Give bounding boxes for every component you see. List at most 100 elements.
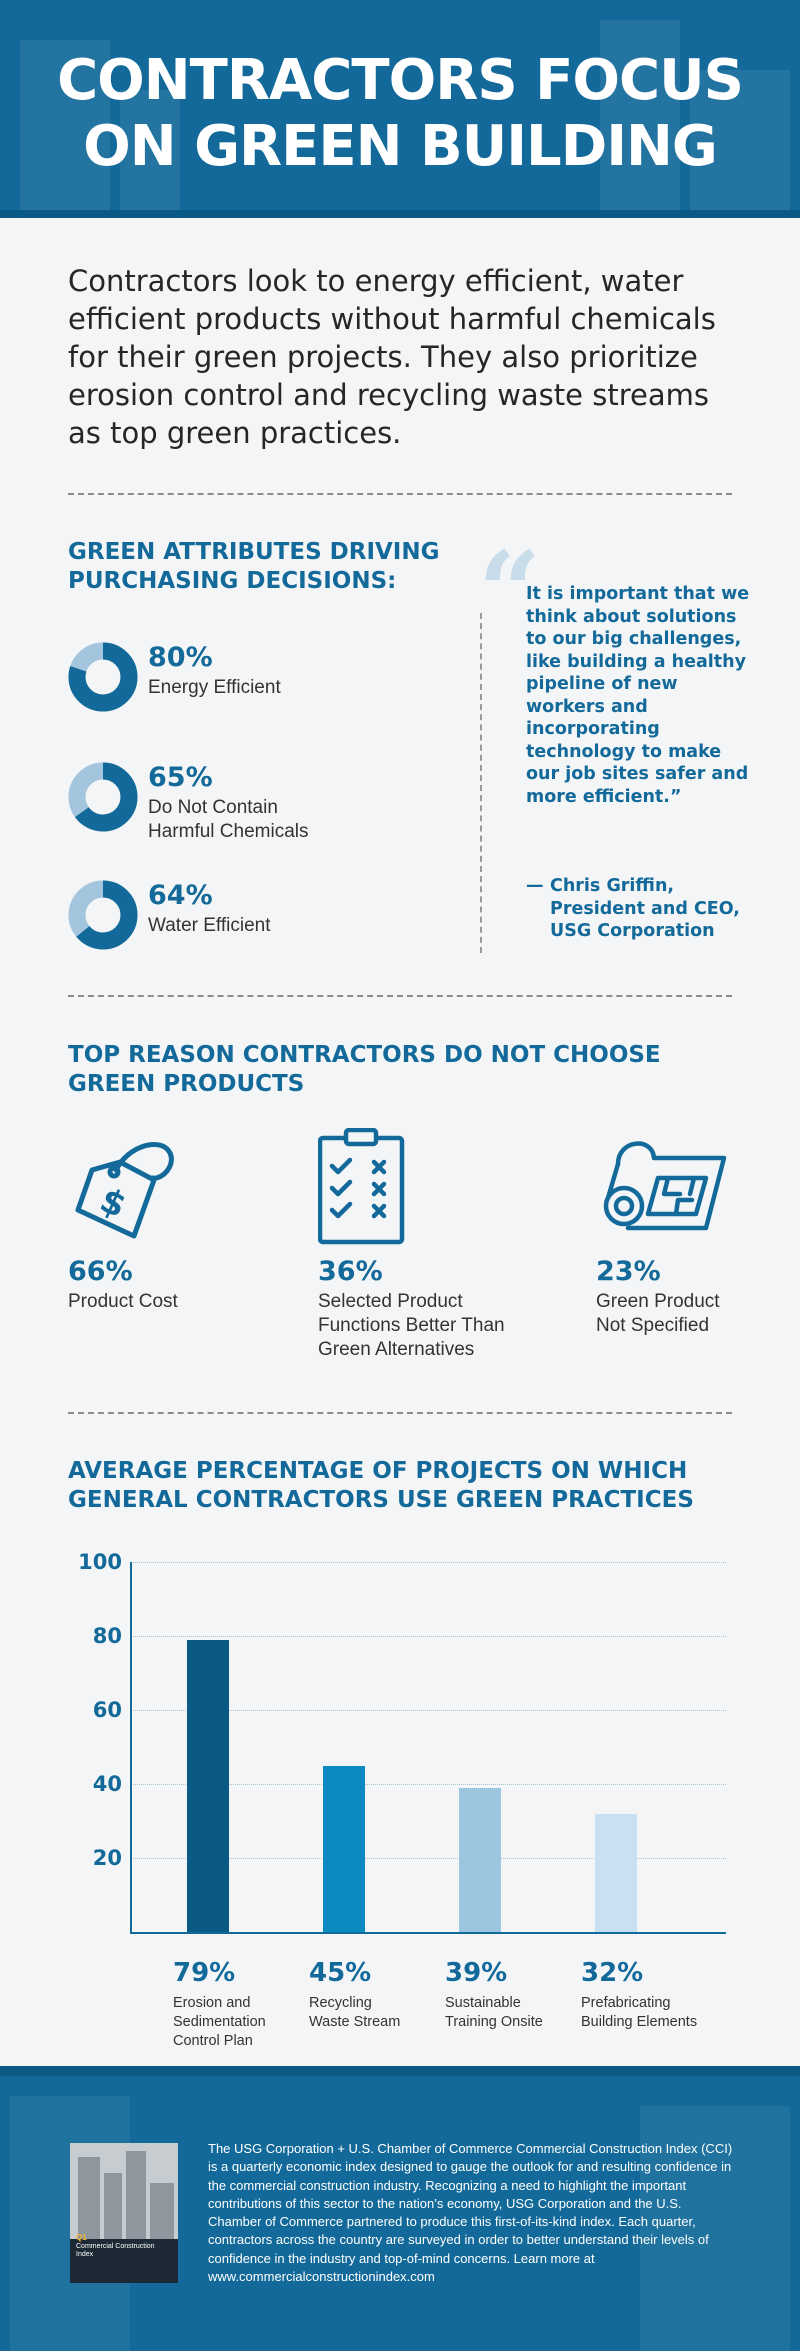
donut-chart-icon [68, 762, 138, 832]
attribute-label: Water Efficient [148, 915, 271, 936]
bar-category-label: Recycling Waste Stream [309, 1994, 449, 2032]
donut-fill [68, 642, 138, 712]
background-building [600, 20, 680, 218]
bar-value-label: 32% [581, 1958, 644, 1988]
bar-category-label-line: Erosion and [173, 1995, 251, 2011]
quote-author-org: USG Corporation [550, 921, 715, 941]
footer: Q1 Commercial Construction Index The USG… [0, 2066, 800, 2351]
attribute-percent: 64% [148, 880, 213, 911]
reasons-title-line1: TOP REASON CONTRACTORS DO NOT CHOOSE [68, 1042, 661, 1068]
donut-fill [68, 880, 138, 950]
y-axis [130, 1562, 132, 1932]
attributes-title-line1: GREEN ATTRIBUTES DRIVING [68, 539, 440, 565]
bar-category-label-line: Sustainable [445, 1995, 521, 2011]
quote-author: — Chris Griffin, President and CEO, USG … [526, 875, 756, 943]
attribute-percent: 80% [148, 642, 213, 673]
attributes-title-line2: PURCHASING DECISIONS: [68, 568, 397, 594]
bar-category-label-line: Waste Stream [309, 2014, 401, 2030]
y-tick-label: 100 [78, 1550, 122, 1574]
bar-category-label-line: Training Onsite [445, 2014, 543, 2030]
quote-block: “ It is important that we think about so… [478, 537, 749, 955]
reason-percent: 36% [318, 1256, 383, 1287]
report-number: Q1 [76, 2233, 87, 2242]
background-building [690, 70, 790, 218]
report-building [126, 2151, 146, 2239]
page-title-line2: ON GREEN BUILDING [83, 114, 718, 179]
attribute-stat: 65% Do Not Contain Harmful Chemicals [66, 760, 396, 842]
y-tick-label: 40 [92, 1772, 122, 1796]
reasons-title: TOP REASON CONTRACTORS DO NOT CHOOSE GRE… [68, 1041, 748, 1099]
attribute-label: Energy Efficient [148, 677, 281, 698]
y-tick-label: 80 [92, 1624, 122, 1648]
donut-fill [68, 762, 138, 832]
footer-stripe [0, 2066, 800, 2076]
price-tag-icon: $ [75, 1142, 174, 1239]
bar-category-label: Prefabricating Building Elements [581, 1994, 721, 2032]
reason-percent: 66% [68, 1256, 133, 1287]
attribute-stat: 80% Energy Efficient [66, 640, 396, 714]
reason-item: $ 66% Product Cost [68, 1128, 308, 1348]
quote-author-name: Chris Griffin, [550, 876, 675, 896]
section-divider [68, 493, 732, 495]
reason-item: 36% Selected Product Functions Better Th… [318, 1128, 558, 1368]
background-building [640, 2106, 790, 2351]
intro-text: Contractors look to energy efficient, wa… [68, 264, 716, 450]
bar-category-label: Sustainable Training Onsite [445, 1994, 585, 2032]
bar-category-label-line: Sedimentation [173, 2014, 266, 2030]
practices-title: AVERAGE PERCENTAGE OF PROJECTS ON WHICH … [68, 1457, 768, 1515]
quote-author-dash: — [526, 876, 544, 896]
report-building [150, 2183, 174, 2239]
practices-title-line1: AVERAGE PERCENTAGE OF PROJECTS ON WHICH [68, 1458, 688, 1484]
header-stripe [0, 210, 800, 218]
quote-text: It is important that we think about solu… [526, 584, 750, 807]
reason-item: 23% Green Product Not Specified [596, 1128, 800, 1348]
quote-author-title: President and CEO, [550, 898, 740, 919]
x-axis [130, 1932, 726, 1934]
quote-mark-icon: “ [478, 527, 542, 656]
bar [459, 1787, 501, 1932]
attribute-percent: 65% [148, 762, 213, 793]
gridline [130, 1636, 726, 1637]
report-building [78, 2157, 100, 2239]
bar-category-label: Erosion and Sedimentation Control Plan [173, 1994, 313, 2051]
quote-divider [480, 613, 482, 953]
y-tick-label: 20 [92, 1846, 122, 1870]
bar [187, 1639, 229, 1932]
gridline [130, 1562, 726, 1563]
reason-percent: 23% [596, 1256, 661, 1287]
bar-category-label-line: Recycling [309, 1995, 372, 2011]
donut-chart-icon [68, 880, 138, 950]
donut-chart-icon [68, 642, 138, 712]
report-title: Commercial Construction Index [76, 2243, 155, 2258]
attribute-stat: 64% Water Efficient [66, 878, 396, 952]
clipboard-checklist-icon [318, 1128, 405, 1245]
reason-label: Green Product Not Specified [596, 1291, 720, 1336]
gridline [130, 1784, 726, 1785]
green-practices-bar-chart: 20 40 60 80 100 79% Erosion and Sedimentation Co… [0, 1540, 800, 2049]
bar-value-label: 45% [309, 1958, 372, 1988]
report-title-band [70, 2239, 178, 2283]
bar-value-label: 79% [173, 1958, 236, 1988]
footer-text: The USG Corporation + U.S. Chamber of Co… [208, 2141, 733, 2285]
header-banner: CONTRACTORS FOCUS ON GREEN BUILDING [0, 0, 800, 218]
bar-category-label-line: Prefabricating [581, 1995, 671, 2011]
reason-label: Selected Product Functions Better Than G… [318, 1291, 505, 1360]
bar [323, 1765, 365, 1932]
background-building [20, 40, 110, 218]
page-title-line1: CONTRACTORS FOCUS [57, 48, 744, 113]
report-cover-image: Q1 Commercial Construction Index [70, 2143, 178, 2283]
section-divider [68, 995, 732, 997]
section-divider [68, 1412, 732, 1414]
practices-title-line2: GENERAL CONTRACTORS USE GREEN PRACTICES [68, 1487, 694, 1513]
reasons-title-line2: GREEN PRODUCTS [68, 1071, 305, 1097]
bar-category-label-line: Building Elements [581, 2014, 698, 2030]
gridline [130, 1710, 726, 1711]
y-tick-label: 60 [92, 1698, 122, 1722]
gridline [130, 1858, 726, 1859]
bar-value-label: 39% [445, 1958, 508, 1988]
page-title: CONTRACTORS FOCUS ON GREEN BUILDING [0, 48, 800, 180]
background-building [120, 90, 180, 218]
attributes-title: GREEN ATTRIBUTES DRIVING PURCHASING DECI… [68, 538, 448, 596]
bar-category-label-line: Control Plan [173, 2033, 253, 2049]
blueprint-roll-icon [603, 1141, 727, 1231]
